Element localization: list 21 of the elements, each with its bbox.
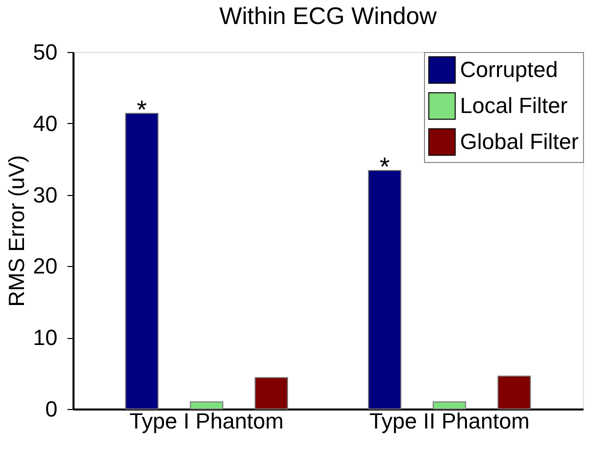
y-tick-label: 10 [33,325,58,350]
legend-label: Global Filter [460,129,579,154]
bar [368,170,402,410]
x-tick-label: Type II Phantom [369,408,530,434]
y-tick-label: 0 [45,396,58,422]
y-tick-label: 40 [33,110,58,136]
bar [498,376,531,410]
annotation: * [380,152,390,182]
bar [125,112,158,410]
bar [190,401,224,410]
y-axis-title: RMS Error (uV) [4,155,30,307]
chart-title: Within ECG Window [219,3,438,30]
bar [432,401,466,410]
legend-label: Local Filter [460,93,568,118]
y-tick-label: 50 [33,40,58,64]
annotation: * [136,94,147,124]
y-tick-label: 20 [33,254,58,279]
x-tick-label: Type I Phantom [130,408,284,434]
legend-label: Corrupted [460,57,558,82]
y-tick-label: 30 [33,182,58,208]
bar [254,377,288,410]
